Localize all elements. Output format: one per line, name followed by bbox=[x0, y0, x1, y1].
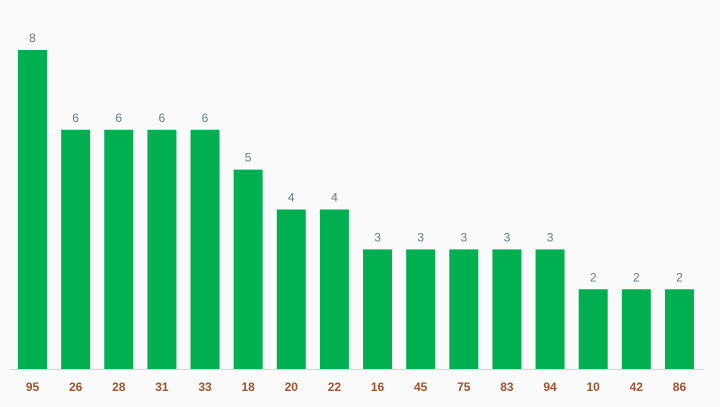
category-label-86: 86 bbox=[673, 380, 687, 394]
bar-10 bbox=[578, 289, 608, 369]
bar-value-label-16: 3 bbox=[374, 230, 381, 244]
bar-86 bbox=[664, 289, 694, 369]
bar-20 bbox=[276, 209, 306, 369]
bar-value-label-22: 4 bbox=[331, 191, 338, 205]
bar-value-label-86: 2 bbox=[676, 270, 683, 284]
category-label-31: 31 bbox=[155, 380, 169, 394]
bar-value-label-10: 2 bbox=[590, 270, 597, 284]
bar-18 bbox=[233, 169, 263, 370]
bars-layer bbox=[18, 50, 694, 370]
bar-31 bbox=[147, 129, 177, 369]
bar-value-label-45: 3 bbox=[417, 230, 424, 244]
bar-value-label-20: 4 bbox=[288, 191, 295, 205]
bar-value-label-95: 8 bbox=[29, 31, 36, 45]
bar-42 bbox=[621, 289, 651, 369]
category-label-33: 33 bbox=[198, 380, 212, 394]
bar-45 bbox=[406, 249, 436, 370]
category-labels-layer: 95 26 28 31 33 18 20 22 16 45 75 83 94 10 42 86 bbox=[26, 380, 687, 394]
bar-94 bbox=[535, 249, 565, 370]
category-label-42: 42 bbox=[630, 380, 644, 394]
bar-33 bbox=[190, 129, 220, 369]
category-label-16: 16 bbox=[371, 380, 385, 394]
category-label-18: 18 bbox=[241, 380, 255, 394]
bar-value-label-28: 6 bbox=[115, 111, 122, 125]
bar-value-label-18: 5 bbox=[245, 151, 252, 165]
category-label-10: 10 bbox=[587, 380, 601, 394]
bar-83 bbox=[492, 249, 522, 370]
bar-value-label-26: 6 bbox=[72, 111, 79, 125]
category-label-26: 26 bbox=[69, 380, 83, 394]
bar-value-label-83: 3 bbox=[504, 230, 511, 244]
category-label-75: 75 bbox=[457, 380, 471, 394]
category-label-95: 95 bbox=[26, 380, 40, 394]
bar-value-label-42: 2 bbox=[633, 270, 640, 284]
category-label-83: 83 bbox=[500, 380, 514, 394]
bar-value-label-75: 3 bbox=[460, 230, 467, 244]
bar-95 bbox=[18, 50, 47, 369]
bar-value-label-94: 3 bbox=[547, 230, 554, 244]
category-label-94: 94 bbox=[543, 380, 557, 394]
bar-28 bbox=[104, 129, 134, 369]
bar-16 bbox=[363, 249, 393, 370]
value-labels-layer: 8 6 6 6 6 5 4 4 3 3 3 3 3 2 2 2 bbox=[29, 31, 683, 284]
bar-22 bbox=[319, 209, 349, 369]
category-label-20: 20 bbox=[285, 380, 299, 394]
bar-75 bbox=[449, 249, 479, 370]
category-label-28: 28 bbox=[112, 380, 126, 394]
bar-26 bbox=[61, 129, 91, 369]
category-label-45: 45 bbox=[414, 380, 428, 394]
bar-value-label-33: 6 bbox=[202, 111, 209, 125]
bar-value-label-31: 6 bbox=[159, 111, 166, 125]
category-label-22: 22 bbox=[328, 380, 342, 394]
